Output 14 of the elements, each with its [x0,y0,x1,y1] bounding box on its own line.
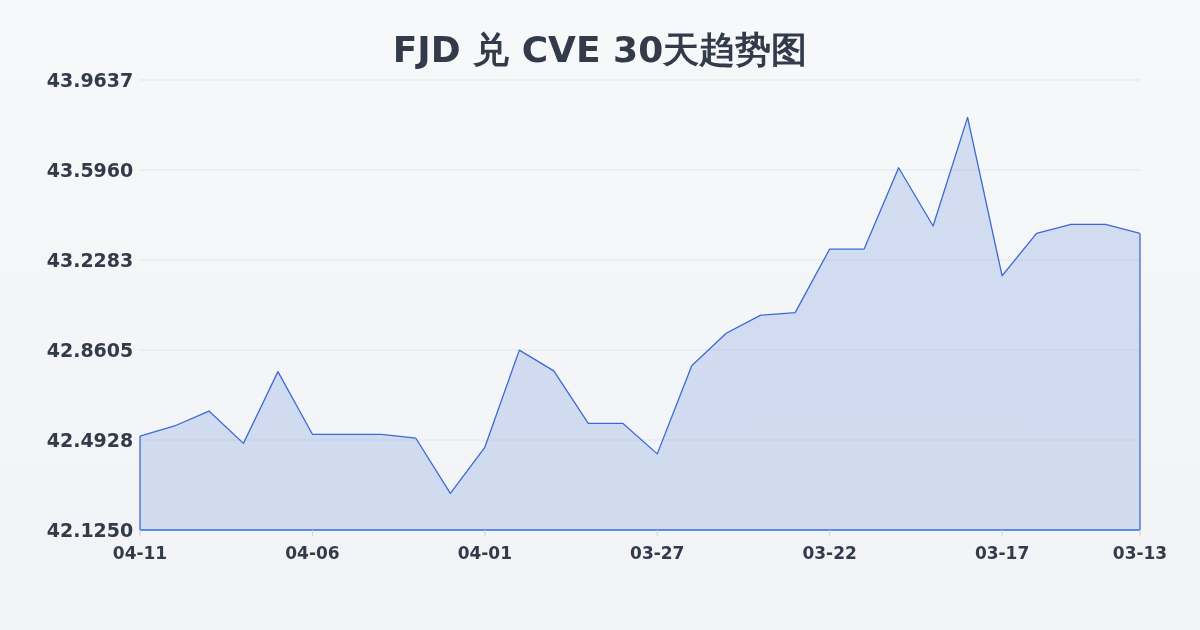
x-tick-label: 03-13 [1112,543,1168,563]
x-tick-label: 04-11 [112,543,168,563]
y-tick-label: 42.1250 [46,519,134,541]
x-tick-label: 04-01 [457,543,513,563]
x-tick-label: 03-27 [630,543,685,563]
x-tick-label: 04-06 [285,543,340,563]
y-tick-label: 43.9637 [46,69,134,91]
y-tick-label: 43.5960 [46,158,134,181]
x-tick-label: 03-17 [974,543,1030,563]
y-tick-label: 43.2283 [46,248,134,271]
x-tick-label: 03-22 [802,543,857,563]
y-tick-label: 42.8605 [46,339,134,361]
y-tick-label: 42.4928 [46,428,134,451]
chart-title: FJD 兑 CVE 30天趋势图 [392,29,808,70]
